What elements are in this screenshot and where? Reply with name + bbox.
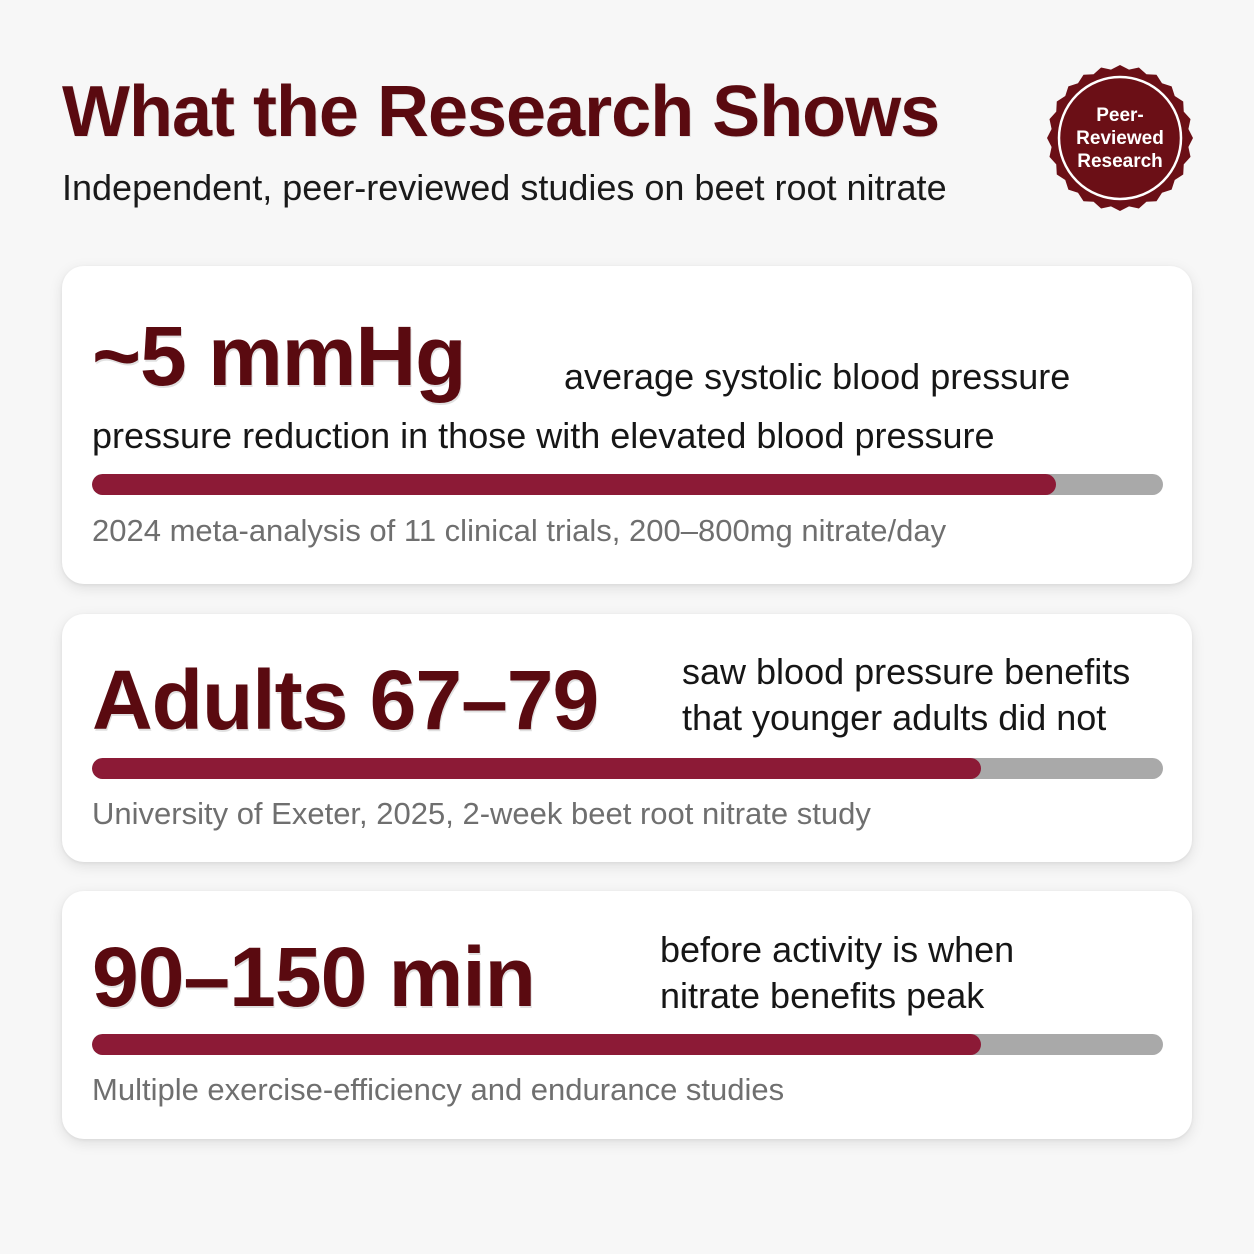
stat-description-line1: saw blood pressure benefits [682,651,1131,692]
peer-reviewed-seal: Peer- Reviewed Research [1046,64,1194,212]
stat-description-line2: that younger adults did not [682,697,1107,738]
stat-description-line1: before activity is when [660,929,1015,970]
stat-card-timing: 90–150 min before activity is when nitra… [62,891,1192,1139]
stat-value: Adults 67–79 [92,653,599,747]
progress-fill [92,1034,981,1055]
page-title: What the Research Shows [62,72,940,152]
stat-description-line1: average systolic blood pressure [564,356,1071,397]
page-subtitle: Independent, peer-reviewed studies on be… [62,167,947,208]
seal-badge-icon [1047,65,1193,211]
study-source: Multiple exercise-efficiency and enduran… [92,1072,785,1107]
progress-bar [92,758,1163,779]
stat-value: 90–150 min [92,930,536,1024]
progress-fill [92,474,1056,495]
progress-bar [92,474,1163,495]
study-source: 2024 meta-analysis of 11 clinical trials… [92,513,947,548]
stat-card-older-adults: Adults 67–79 saw blood pressure benefits… [62,614,1192,862]
seal-line: Research [1077,150,1163,172]
stat-value: ~5 mmHg [92,309,466,403]
seal-line: Peer- [1096,104,1144,126]
seal-line: Reviewed [1076,127,1164,149]
study-source: University of Exeter, 2025, 2-week beet … [92,796,871,831]
stat-description-line2: nitrate benefits peak [660,975,985,1016]
progress-fill [92,758,981,779]
stat-card-blood-pressure: ~5 mmHg average systolic blood pressure … [62,266,1192,584]
stat-description-line2: pressure reduction in those with elevate… [92,415,995,456]
seal-text: Peer- Reviewed Research [1046,64,1194,212]
progress-bar [92,1034,1163,1055]
